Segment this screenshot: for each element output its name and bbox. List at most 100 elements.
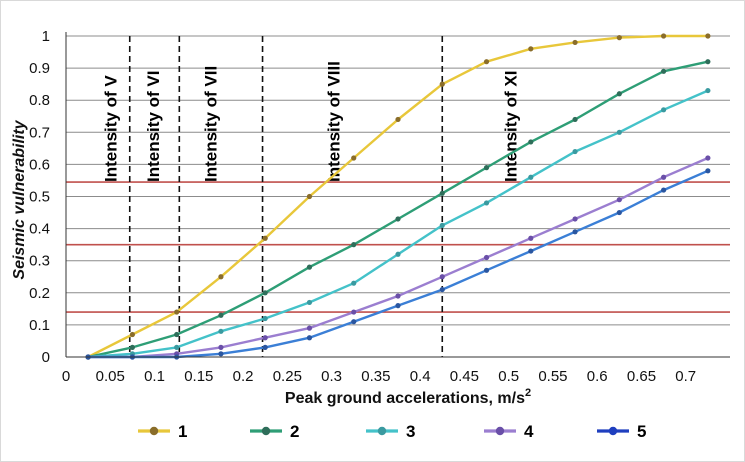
data-point-series-2 [129,344,135,350]
data-point-series-4 [262,335,268,341]
intensity-label: Intensity of VII [201,66,220,182]
data-point-series-5 [705,168,711,174]
intensity-label: Intensity of XI [501,71,520,182]
x-tick-label: 0.55 [538,368,567,385]
x-tick-label: 0.15 [184,368,213,385]
data-point-series-5 [483,267,490,273]
legend-label: 2 [290,422,299,441]
data-point-series-2 [351,242,357,248]
data-point-series-4 [483,254,490,261]
data-point-series-5 [616,209,622,216]
data-point-series-2 [218,312,224,318]
y-tick-label: 0.5 [29,189,50,206]
y-tick-label: 0.9 [29,60,50,77]
data-point-series-2 [395,216,401,222]
data-point-series-5 [439,286,445,293]
x-tick-label: 0.4 [410,368,431,385]
y-tick-label: 0.2 [29,285,50,302]
data-point-series-3 [174,344,180,350]
y-axis-title: Seismic vulnerability [11,119,28,279]
y-tick-label: 0.6 [29,156,50,173]
data-point-series-2 [483,165,490,171]
legend-swatch-marker [261,426,271,436]
data-point-series-1 [528,46,534,52]
data-point-series-5 [218,351,224,357]
data-point-series-3 [528,174,534,180]
data-point-series-4 [306,325,313,331]
data-point-series-5 [351,319,357,325]
legend-swatch-marker [149,426,159,436]
data-point-series-4 [616,197,622,203]
data-point-series-2 [705,59,711,65]
data-point-series-1 [129,331,135,338]
legend-label: 4 [524,422,534,441]
data-point-series-1 [174,309,180,315]
data-point-series-1 [483,59,490,65]
intensity-label: Intensity of V [101,75,120,182]
data-point-series-1 [306,193,313,200]
x-tick-label: 0.5 [498,368,519,385]
data-point-series-2 [439,190,445,196]
data-point-series-4 [351,309,357,315]
data-point-series-2 [306,264,313,270]
legend-swatch-marker [495,426,505,436]
y-tick-label: 0.3 [29,253,50,270]
data-point-series-5 [395,303,401,309]
y-tick-label: 0 [42,349,50,366]
y-tick-label: 0.7 [29,124,50,141]
legend-swatch-marker [377,426,387,436]
x-tick-label: 0.45 [450,368,479,385]
intensity-label: Intensity of VIII [324,61,343,182]
data-point-series-3 [616,129,622,135]
data-point-series-1 [262,235,268,241]
y-tick-label: 0.8 [29,92,50,109]
data-point-series-1 [351,155,357,161]
data-point-series-4 [661,174,667,180]
x-axis-title: Peak ground accelerations, m/s2 [285,387,531,407]
data-point-series-4 [528,235,534,241]
data-point-series-5 [306,335,313,341]
data-point-series-4 [395,293,401,299]
legend: 1 2 3 4 5 [138,422,646,441]
data-point-series-5 [262,344,268,350]
x-tick-label: 0.65 [627,368,656,385]
data-point-series-4 [705,155,711,161]
data-point-series-3 [572,148,578,155]
data-point-series-3 [439,222,445,228]
legend-label: 1 [178,422,187,441]
x-axis-title-superscript: 2 [525,387,531,399]
x-tick-label: 0.7 [675,368,696,385]
data-point-series-4 [218,344,224,350]
legend-label: 5 [637,422,646,441]
data-point-series-2 [572,116,578,123]
x-tick-label: 0 [62,368,70,385]
data-point-series-2 [661,68,667,74]
data-point-series-1 [616,35,622,41]
x-tick-label: 0.1 [144,368,165,385]
x-tick-label: 0.25 [273,368,302,385]
data-point-series-4 [572,216,578,222]
data-point-series-3 [306,299,313,306]
x-tick-label: 0.35 [361,368,390,385]
data-point-series-1 [661,33,667,39]
data-point-series-2 [174,331,180,338]
data-point-series-1 [705,33,711,39]
data-point-series-3 [395,251,401,257]
data-point-series-3 [661,107,667,113]
data-point-series-5 [572,229,578,235]
legend-swatch-marker [608,426,618,436]
intensity-label: Intensity of VI [144,71,163,182]
data-point-series-2 [262,290,268,296]
data-point-series-5 [528,248,534,254]
y-tick-label: 0.1 [29,317,50,334]
x-tick-label: 0.05 [96,368,125,385]
data-point-series-3 [262,315,268,322]
axis-layer: 0 0.1 0.2 0.3 0.4 0.5 0.6 0.7 0.8 0.9 1 0 0.05 0.1 0.1… [29,28,730,385]
y-tick-label: 0.4 [29,221,50,238]
data-point-series-1 [439,81,445,87]
data-point-series-3 [218,328,224,334]
data-point-series-3 [483,200,490,206]
